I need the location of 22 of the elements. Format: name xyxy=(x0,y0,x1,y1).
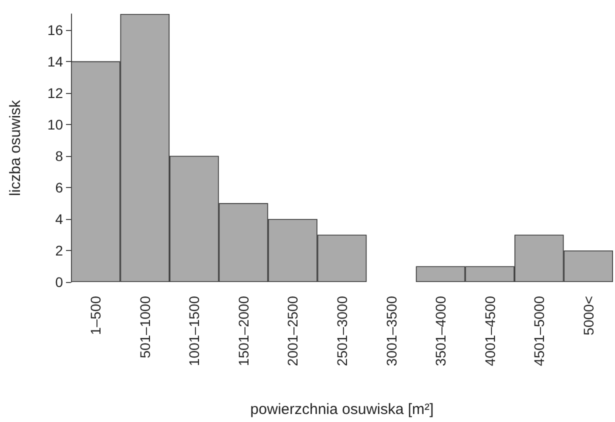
y-axis-title: liczba osuwisk xyxy=(7,100,24,196)
y-tick-label: 4 xyxy=(55,210,64,227)
x-tick-label: 2501–3000 xyxy=(334,296,350,366)
y-tick-label: 8 xyxy=(55,148,64,164)
y-tick-label: 6 xyxy=(55,179,64,196)
x-tick-label: 1001–1500 xyxy=(186,296,202,366)
y-tick-label: 10 xyxy=(47,116,64,132)
x-tick-label: 4001–4500 xyxy=(482,296,498,366)
x-tick-label: 2001–2500 xyxy=(284,296,301,366)
x-tick-label: 5000< xyxy=(580,296,596,336)
x-tick-label: 1–500 xyxy=(88,296,104,335)
y-tick-label: 12 xyxy=(47,84,64,101)
y-tick-label: 16 xyxy=(47,22,64,38)
x-tick-label: 3501–4000 xyxy=(432,296,449,366)
x-tick-label: 1501–2000 xyxy=(235,296,252,366)
x-tick-label: 501–1000 xyxy=(136,296,153,358)
x-tick-label: 3001–3500 xyxy=(383,296,400,366)
y-tick-label: 2 xyxy=(55,242,64,258)
x-axis-title: powierzchnia osuwiska [m²] xyxy=(250,401,434,418)
y-tick-label: 0 xyxy=(55,274,64,290)
x-tick-label: 4501–5000 xyxy=(531,296,548,366)
y-tick-label: 14 xyxy=(47,53,64,70)
